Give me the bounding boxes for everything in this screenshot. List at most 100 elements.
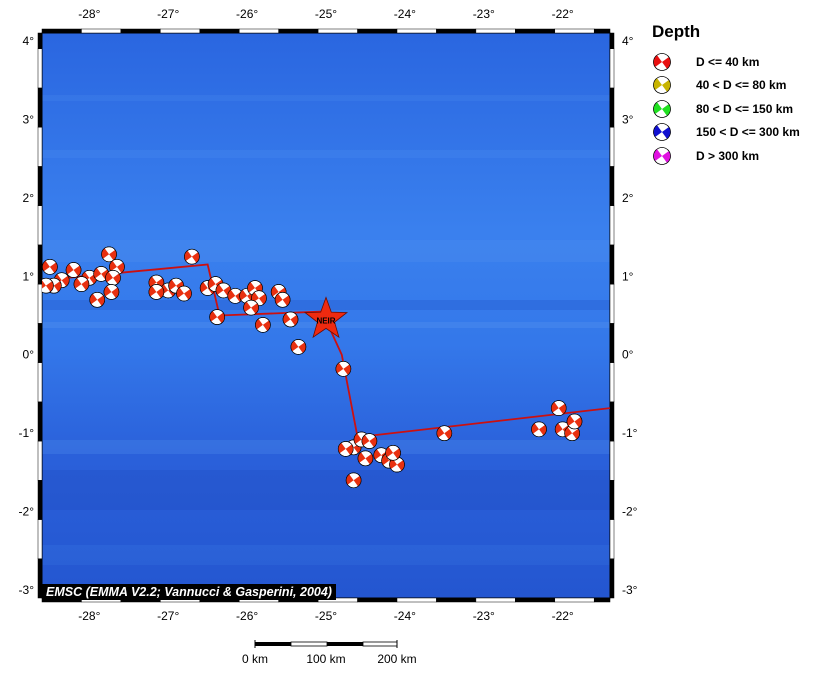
frame-segment-left xyxy=(37,32,43,49)
focal-mechanism[interactable] xyxy=(550,400,567,416)
focal-mechanisms xyxy=(38,246,583,489)
depth-legend: Depth D <= 40 km 40 < D <= 80 km 80 < D <=… xyxy=(652,22,812,168)
focal-mechanism[interactable] xyxy=(38,277,54,294)
focal-mechanism[interactable] xyxy=(65,262,82,278)
frame-segment-left xyxy=(37,362,43,403)
station-marker[interactable]: NEIR xyxy=(303,296,349,339)
focal-mechanism[interactable] xyxy=(184,248,200,265)
frame-segment-bottom xyxy=(515,597,556,603)
focal-mechanism[interactable] xyxy=(176,285,192,302)
focal-mechanism[interactable] xyxy=(73,276,90,292)
focal-mechanism[interactable] xyxy=(148,284,165,300)
frame-segment-left xyxy=(37,244,43,285)
frame-segment-top xyxy=(41,28,82,34)
focal-mechanism[interactable] xyxy=(255,317,271,333)
legend-item: 40 < D <= 80 km xyxy=(652,74,812,98)
beachball-icon xyxy=(653,123,671,142)
focal-mechanism[interactable] xyxy=(105,270,121,286)
scale-label-200: 200 km xyxy=(377,652,416,666)
lat-label-right: 4° xyxy=(622,34,634,48)
frame-segment-top xyxy=(515,28,556,34)
lat-label-right: -3° xyxy=(622,583,638,597)
lat-label-left: -2° xyxy=(19,505,35,519)
focal-mechanism[interactable] xyxy=(564,425,580,442)
lat-label-left: 4° xyxy=(23,34,35,48)
legend-label: 150 < D <= 300 km xyxy=(696,125,800,140)
legend-beachball[interactable] xyxy=(653,76,671,95)
focal-mechanism[interactable] xyxy=(531,421,547,438)
frame-segment-right xyxy=(609,440,615,481)
frame-segment-left xyxy=(37,323,43,363)
scale-label-100: 100 km xyxy=(306,652,345,666)
star-icon xyxy=(303,296,349,339)
lon-label-top: -25° xyxy=(315,7,337,21)
frame-segment-top xyxy=(357,28,398,34)
legend-item: 80 < D <= 150 km xyxy=(652,97,812,121)
lat-label-left: 3° xyxy=(23,112,35,126)
legend-label: 80 < D <= 150 km xyxy=(696,101,794,116)
beachball-icon xyxy=(653,99,671,118)
lon-label-bottom: -27° xyxy=(157,609,179,623)
legend-beachball[interactable] xyxy=(653,99,671,118)
frame-segment-bottom xyxy=(436,597,477,603)
focal-mechanism[interactable] xyxy=(42,259,58,275)
lat-label-left: 1° xyxy=(23,269,35,283)
frame-segment-right xyxy=(609,126,615,167)
legend-beachball[interactable] xyxy=(653,52,671,71)
focal-mechanism[interactable] xyxy=(209,309,225,325)
legend-label: D > 300 km xyxy=(696,148,760,163)
frame-segment-right xyxy=(609,205,615,246)
frame-segment-top xyxy=(160,28,201,34)
focal-mechanism[interactable] xyxy=(436,425,453,442)
focal-mechanism[interactable] xyxy=(282,311,299,328)
frame-segment-left xyxy=(37,440,43,481)
legend-beachball[interactable] xyxy=(653,146,671,165)
frame-segment-top xyxy=(81,28,122,34)
focal-mechanism[interactable] xyxy=(566,413,583,430)
longitude-labels-bottom: -28° -27° -26° -25° -24° -23° -22° xyxy=(78,609,574,623)
focal-mechanism[interactable] xyxy=(335,361,352,377)
legend-label: D <= 40 km xyxy=(696,54,760,69)
frame-segment-top xyxy=(396,28,437,34)
frame-segment-right xyxy=(609,166,615,206)
frame-segment-left xyxy=(37,48,43,89)
lon-label-bottom: -25° xyxy=(315,609,337,623)
frame-segment-top xyxy=(278,28,319,34)
focal-mechanism[interactable] xyxy=(274,292,291,308)
legend-beachball[interactable] xyxy=(653,123,671,142)
beachball-icon xyxy=(653,52,671,71)
lon-label-bottom: -22° xyxy=(552,609,574,623)
frame-segment-right xyxy=(609,244,615,285)
focal-mechanism[interactable] xyxy=(357,450,374,467)
lon-label-bottom: -28° xyxy=(78,609,100,623)
frame-segment-right xyxy=(609,48,615,89)
focal-mechanism[interactable] xyxy=(345,472,362,489)
legend-item: 150 < D <= 300 km xyxy=(652,121,812,145)
focal-mechanism[interactable] xyxy=(337,441,354,457)
beachball-icon xyxy=(653,76,671,95)
focal-mechanism[interactable] xyxy=(385,445,401,461)
focal-mechanism[interactable] xyxy=(361,433,378,449)
lat-label-left: -1° xyxy=(19,426,35,440)
longitude-labels-top: -28° -27° -26° -25° -24° -23° -22° xyxy=(78,7,574,21)
frame-segment-right xyxy=(609,558,615,599)
lat-label-left: 2° xyxy=(23,191,35,205)
frame-segment-left xyxy=(37,283,43,324)
frame-segment-left xyxy=(37,519,43,560)
frame-segment-left xyxy=(37,126,43,167)
frame-segment-left xyxy=(37,87,43,128)
frame-segment-left xyxy=(37,401,43,442)
focal-mechanism[interactable] xyxy=(101,246,117,263)
lat-label-right: 1° xyxy=(622,269,634,283)
focal-mechanism[interactable] xyxy=(89,292,106,308)
lon-label-bottom: -26° xyxy=(236,609,258,623)
frame-segment-top xyxy=(120,28,161,34)
focal-mechanism[interactable] xyxy=(290,339,307,355)
frame-segment-bottom xyxy=(357,597,398,603)
frame-segment-right xyxy=(609,401,615,442)
lon-label-top: -23° xyxy=(473,7,495,21)
legend-title: Depth xyxy=(652,22,701,41)
focal-mechanism[interactable] xyxy=(243,299,259,316)
focal-mechanism[interactable] xyxy=(103,284,120,300)
